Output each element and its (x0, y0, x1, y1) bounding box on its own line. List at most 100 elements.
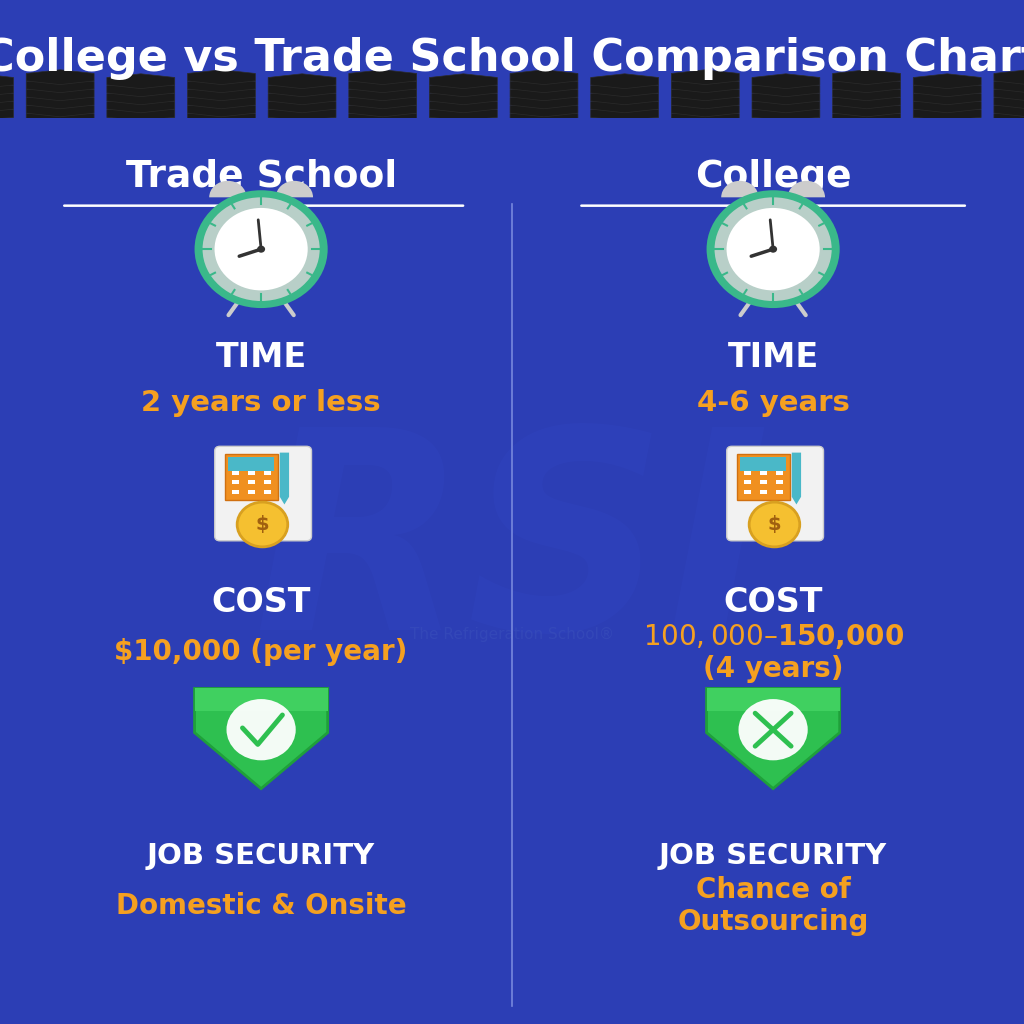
Polygon shape (994, 94, 1024, 109)
Polygon shape (0, 98, 13, 113)
FancyBboxPatch shape (776, 489, 783, 494)
Wedge shape (209, 181, 247, 198)
Circle shape (195, 190, 328, 308)
Circle shape (215, 208, 307, 291)
FancyBboxPatch shape (744, 480, 752, 484)
Polygon shape (195, 688, 328, 788)
FancyBboxPatch shape (739, 458, 786, 471)
Polygon shape (833, 102, 900, 117)
Polygon shape (187, 110, 255, 125)
Polygon shape (591, 74, 658, 89)
Polygon shape (752, 98, 820, 113)
Polygon shape (510, 70, 578, 85)
Wedge shape (721, 181, 759, 198)
Polygon shape (106, 74, 175, 89)
FancyBboxPatch shape (761, 489, 767, 494)
Polygon shape (268, 82, 336, 96)
Polygon shape (106, 82, 175, 96)
Polygon shape (349, 94, 417, 109)
Polygon shape (833, 94, 900, 109)
Text: TIME: TIME (215, 341, 307, 375)
FancyBboxPatch shape (736, 454, 790, 500)
Text: $: $ (256, 515, 269, 534)
Polygon shape (913, 74, 981, 89)
Polygon shape (672, 86, 739, 100)
FancyBboxPatch shape (264, 471, 271, 475)
Polygon shape (591, 82, 658, 96)
FancyBboxPatch shape (227, 458, 274, 471)
Polygon shape (0, 74, 13, 89)
Polygon shape (106, 114, 175, 129)
Polygon shape (27, 110, 94, 125)
Polygon shape (268, 122, 336, 137)
Text: JOB SECURITY: JOB SECURITY (147, 843, 375, 870)
Circle shape (738, 699, 808, 761)
Polygon shape (429, 106, 498, 121)
Polygon shape (187, 70, 255, 85)
Circle shape (226, 699, 296, 761)
Text: Trade School: Trade School (126, 159, 396, 195)
FancyBboxPatch shape (224, 454, 278, 500)
Polygon shape (913, 122, 981, 137)
Polygon shape (187, 94, 255, 109)
FancyBboxPatch shape (761, 471, 767, 475)
Polygon shape (349, 78, 417, 92)
Polygon shape (0, 122, 13, 137)
Circle shape (238, 502, 288, 547)
Circle shape (715, 198, 831, 301)
Polygon shape (752, 82, 820, 96)
Polygon shape (187, 86, 255, 100)
Polygon shape (510, 78, 578, 92)
Circle shape (750, 502, 800, 547)
Polygon shape (591, 106, 658, 121)
Polygon shape (510, 118, 578, 133)
Polygon shape (792, 453, 801, 505)
Polygon shape (27, 70, 94, 85)
Polygon shape (268, 74, 336, 89)
Polygon shape (994, 70, 1024, 85)
Polygon shape (349, 110, 417, 125)
FancyBboxPatch shape (776, 471, 783, 475)
FancyBboxPatch shape (232, 489, 240, 494)
Polygon shape (268, 114, 336, 129)
FancyBboxPatch shape (249, 471, 255, 475)
Polygon shape (187, 78, 255, 92)
FancyBboxPatch shape (744, 471, 752, 475)
Polygon shape (106, 90, 175, 104)
Polygon shape (27, 78, 94, 92)
Polygon shape (106, 106, 175, 121)
Polygon shape (707, 688, 840, 711)
Polygon shape (510, 110, 578, 125)
Polygon shape (752, 122, 820, 137)
Polygon shape (833, 118, 900, 133)
Text: $100,000 – $150,000
(4 years): $100,000 – $150,000 (4 years) (643, 622, 903, 683)
Polygon shape (672, 118, 739, 133)
Polygon shape (106, 98, 175, 113)
Polygon shape (913, 98, 981, 113)
FancyBboxPatch shape (215, 446, 311, 541)
Circle shape (257, 246, 265, 253)
Text: $10,000 (per year): $10,000 (per year) (115, 638, 408, 667)
Polygon shape (27, 102, 94, 117)
Polygon shape (833, 86, 900, 100)
Polygon shape (833, 70, 900, 85)
Polygon shape (994, 78, 1024, 92)
Polygon shape (280, 453, 289, 505)
Polygon shape (429, 98, 498, 113)
Circle shape (707, 190, 840, 308)
Polygon shape (752, 106, 820, 121)
Polygon shape (268, 106, 336, 121)
FancyBboxPatch shape (264, 489, 271, 494)
Text: COST: COST (211, 586, 311, 620)
Wedge shape (275, 181, 313, 198)
Polygon shape (195, 688, 328, 711)
Polygon shape (752, 74, 820, 89)
Circle shape (727, 208, 819, 291)
Text: Chance of
Outsourcing: Chance of Outsourcing (678, 876, 868, 936)
Text: Domestic & Onsite: Domestic & Onsite (116, 892, 407, 921)
FancyBboxPatch shape (744, 489, 752, 494)
Polygon shape (0, 82, 13, 96)
Polygon shape (833, 110, 900, 125)
Polygon shape (913, 90, 981, 104)
Polygon shape (429, 74, 498, 89)
